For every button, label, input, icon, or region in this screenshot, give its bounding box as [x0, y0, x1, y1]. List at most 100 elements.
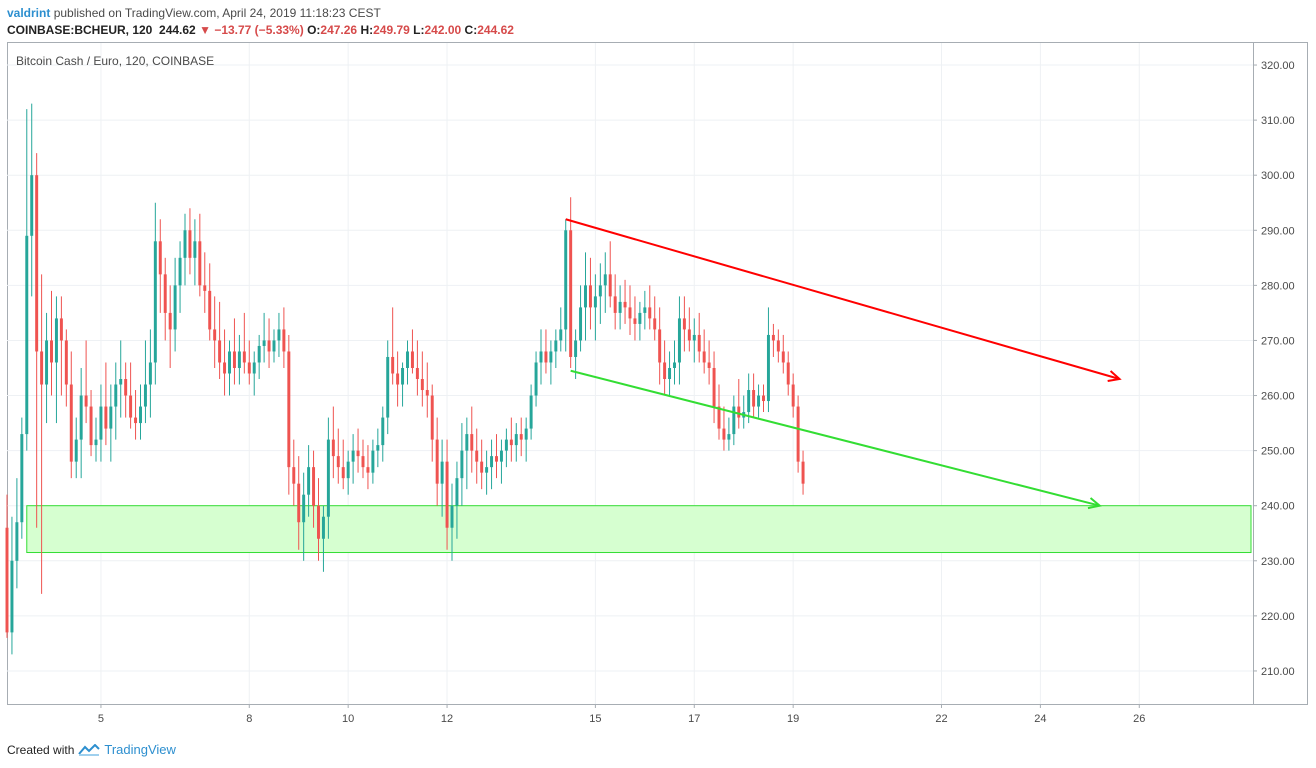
candle-down — [35, 175, 39, 352]
candle-down — [495, 456, 498, 462]
price-change: −13.77 (−5.33%) — [214, 23, 304, 37]
candle-down — [69, 384, 73, 462]
candle-up — [54, 318, 58, 363]
price-tick-label: 290.00 — [1261, 225, 1295, 237]
time-tick-label: 10 — [342, 713, 354, 725]
candle-down — [722, 428, 726, 440]
candle-up — [584, 285, 587, 308]
candle-down — [361, 456, 365, 468]
candle-down — [717, 406, 721, 429]
candle-up — [183, 230, 187, 258]
candle-up — [677, 318, 681, 363]
candle-down — [445, 461, 449, 528]
tradingview-brand[interactable]: TradingView — [104, 742, 176, 757]
candle-up — [99, 406, 103, 440]
price-tick-label: 210.00 — [1261, 666, 1295, 678]
publish-info: valdrint published on TradingView.com, A… — [7, 5, 381, 22]
candle-up — [193, 241, 197, 258]
high-label: H: — [360, 23, 374, 37]
candle-down — [430, 395, 434, 440]
candle-down — [267, 340, 271, 352]
candle-up — [30, 175, 34, 236]
last-price: 244.62 — [159, 23, 196, 37]
time-tick-label: 8 — [246, 713, 252, 725]
candle-up — [618, 301, 622, 313]
candle-up — [173, 285, 177, 330]
price-tick-label: 270.00 — [1261, 335, 1295, 347]
candle-up — [499, 450, 503, 462]
candle-down — [282, 329, 286, 352]
low-value: 242.00 — [424, 23, 462, 37]
candle-up — [524, 428, 528, 440]
candle-up — [94, 439, 98, 446]
candle-down — [653, 318, 657, 330]
candle-up — [20, 434, 24, 523]
publisher-username[interactable]: valdrint — [7, 6, 51, 20]
candle-down — [356, 450, 360, 457]
low-label: L: — [413, 23, 425, 37]
candle-down — [40, 351, 44, 385]
candle-up — [45, 340, 49, 385]
candle-down — [613, 296, 617, 313]
candle-up — [74, 439, 78, 462]
support-line-arrowhead — [1087, 497, 1102, 510]
support-zone — [26, 505, 1252, 554]
candle-down — [781, 351, 785, 363]
candle-up — [386, 356, 390, 418]
candle-up — [351, 450, 355, 462]
support-line — [570, 369, 1100, 507]
candle-down — [544, 351, 548, 363]
candle-up — [539, 351, 543, 363]
candle-down — [786, 362, 790, 385]
candle-up — [643, 307, 647, 313]
candle-down — [519, 434, 523, 440]
created-with-label: Created with — [7, 742, 75, 757]
time-tick-label: 17 — [688, 713, 700, 725]
candle-down — [317, 505, 320, 539]
price-tick-label: 320.00 — [1261, 60, 1295, 72]
ticker-line: COINBASE:BCHEUR, 120 244.62 ▼ −13.77 (−5… — [7, 22, 514, 39]
candle-up — [564, 230, 568, 330]
tradingview-logo-icon[interactable] — [78, 743, 101, 756]
candle-up — [638, 312, 642, 324]
candle-up — [440, 461, 444, 484]
candle-down — [287, 351, 291, 468]
candle-down — [341, 467, 345, 479]
open-value: 247.26 — [320, 23, 358, 37]
candle-up — [237, 351, 241, 368]
candle-down — [232, 351, 236, 368]
candle-up — [534, 362, 538, 396]
candle-down — [702, 351, 706, 363]
candle-down — [771, 334, 775, 341]
candle-up — [257, 345, 261, 363]
candle-up — [381, 417, 385, 446]
candle-down — [213, 329, 217, 341]
candle-up — [10, 560, 14, 633]
candle-down — [658, 329, 662, 363]
candle-up — [252, 362, 256, 374]
candle-down — [682, 318, 686, 330]
grid — [7, 43, 1253, 704]
candle-up — [277, 329, 281, 341]
candle-up — [153, 241, 157, 363]
price-axis: 210.00 220.00 230.00 240.00 250.00 260.00 270.… — [1253, 60, 1295, 678]
candle-up — [326, 439, 330, 517]
candle-up — [401, 367, 405, 385]
candle-up — [15, 522, 19, 561]
time-axis: 5 8 10 12 15 17 19 22 24 26 — [98, 704, 1145, 725]
candle-up — [139, 406, 142, 424]
support-zone-rect — [26, 505, 1252, 554]
time-tick-label: 19 — [787, 713, 799, 725]
candle-down — [623, 301, 627, 308]
candle-down — [242, 351, 246, 363]
candle-down — [420, 379, 424, 391]
candle-down — [410, 351, 414, 368]
candle-up — [757, 395, 761, 407]
candle-up — [514, 434, 518, 446]
open-label: O: — [307, 23, 321, 37]
price-chart[interactable]: 210.00 220.00 230.00 240.00 250.00 260.00 270.… — [0, 0, 1316, 738]
time-tick-label: 12 — [441, 713, 453, 725]
chart-frame — [7, 42, 1308, 705]
candle-down — [633, 318, 637, 324]
candle-down — [163, 274, 167, 313]
